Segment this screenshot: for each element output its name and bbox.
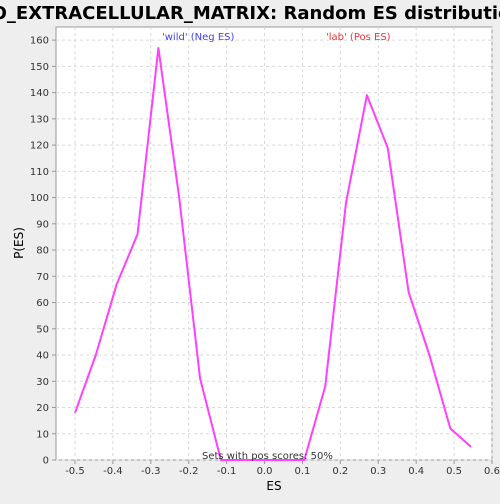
y-tick-label: 120 — [30, 141, 49, 152]
y-tick-label: 30 — [36, 377, 49, 388]
y-tick-label: 90 — [36, 219, 49, 230]
y-tick-label: 40 — [36, 351, 49, 362]
y-tick-label: 100 — [30, 193, 49, 204]
y-tick-label: 110 — [30, 167, 49, 178]
x-tick-label: -0.1 — [217, 466, 237, 477]
axis-ticks: -0.5 -0.4 -0.3 -0.2 -0.1 0.0 0.1 0.2 0.3 0.4 0.5 0.… — [30, 36, 500, 477]
x-tick-label: 0.3 — [370, 466, 386, 477]
y-tick-label: 140 — [30, 88, 49, 99]
y-tick-label: 50 — [36, 324, 49, 335]
x-tick-label: -0.2 — [179, 466, 199, 477]
y-tick-label: 70 — [36, 272, 49, 283]
x-tick-label: -0.3 — [141, 466, 161, 477]
y-tick-label: 80 — [36, 246, 49, 257]
x-tick-label: -0.4 — [103, 466, 123, 477]
x-tick-label: -0.5 — [65, 466, 85, 477]
x-tick-label: 0.2 — [332, 466, 348, 477]
y-tick-label: 60 — [36, 298, 49, 309]
pos-es-label: 'lab' (Pos ES) — [326, 32, 391, 43]
y-tick-label: 10 — [36, 429, 49, 440]
y-tick-label: 160 — [30, 36, 49, 47]
x-tick-label: 0.6 — [484, 466, 500, 477]
y-axis-label: P(ES) — [12, 227, 26, 259]
x-tick-label: 0.1 — [294, 466, 310, 477]
chart-title: GO_EXTRACELLULAR_MATRIX: Random ES distr… — [0, 3, 500, 24]
y-tick-label: 130 — [30, 114, 49, 125]
y-tick-label: 20 — [36, 403, 49, 414]
plot-area — [55, 26, 493, 461]
y-tick-label: 150 — [30, 62, 49, 73]
series-layer — [74, 47, 472, 461]
neg-es-label: 'wild' (Neg ES) — [162, 32, 234, 43]
y-tick-label: 0 — [43, 456, 49, 467]
x-tick-label: 0.4 — [408, 466, 424, 477]
pos-scores-footer: Sets with pos scores: 50% — [202, 451, 333, 462]
x-tick-label: 0.0 — [257, 466, 273, 477]
es-distribution-line — [74, 47, 472, 461]
x-axis-label: ES — [266, 479, 281, 493]
x-tick-label: 0.5 — [446, 466, 462, 477]
